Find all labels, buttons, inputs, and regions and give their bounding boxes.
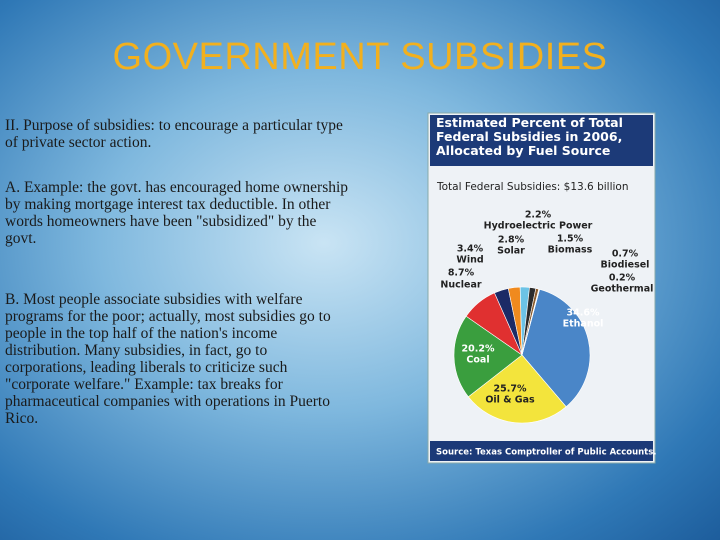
paragraph: A. Example: the govt. has encouraged hom… bbox=[5, 179, 349, 247]
value-label: 1.5% bbox=[557, 234, 584, 245]
chart-title-box: Estimated Percent of Total Federal Subsi… bbox=[436, 116, 623, 158]
category-label: Hydroelectric Power bbox=[484, 221, 593, 232]
paragraph: II. Purpose of subsidies: to encourage a… bbox=[5, 117, 343, 151]
pie-slice bbox=[467, 354, 567, 424]
value-label: 3.4% bbox=[457, 244, 484, 255]
category-label: Biodiesel bbox=[601, 260, 650, 271]
chart-title: Estimated Percent of Total Federal Subsi… bbox=[436, 116, 623, 158]
pie-slice bbox=[521, 288, 540, 356]
category-label: Biomass bbox=[548, 245, 593, 256]
value-label: 2.8% bbox=[498, 235, 525, 246]
category-label: Solar bbox=[497, 246, 525, 257]
category-label: Geothermal bbox=[591, 284, 654, 295]
paragraph: B. Most people associate subsidies with … bbox=[5, 291, 331, 427]
category-label: Coal bbox=[466, 355, 489, 366]
value-label: 2.2% bbox=[525, 210, 552, 221]
category-label: Ethanol bbox=[563, 319, 604, 330]
value-label: 8.7% bbox=[448, 268, 475, 279]
value-label: 20.2% bbox=[462, 344, 495, 355]
slide-title: GOVERNMENT SUBSIDIES bbox=[112, 36, 608, 78]
pie-slice bbox=[453, 315, 523, 398]
value-label: 0.7% bbox=[612, 249, 639, 260]
category-label: Wind bbox=[456, 255, 483, 266]
chart-subtitle: Total Federal Subsidies: $13.6 billion bbox=[436, 181, 629, 193]
chart-header bbox=[430, 115, 653, 166]
category-label: Oil & Gas bbox=[485, 395, 535, 406]
value-label: 25.7% bbox=[494, 384, 527, 395]
pie-slice bbox=[521, 288, 591, 408]
chart-source: Source: Texas Comptroller of Public Acco… bbox=[436, 448, 657, 458]
category-label: Nuclear bbox=[440, 280, 481, 291]
chart-footer bbox=[430, 441, 653, 461]
value-label: 34.6% bbox=[567, 308, 600, 319]
value-label: 0.2% bbox=[609, 273, 636, 284]
